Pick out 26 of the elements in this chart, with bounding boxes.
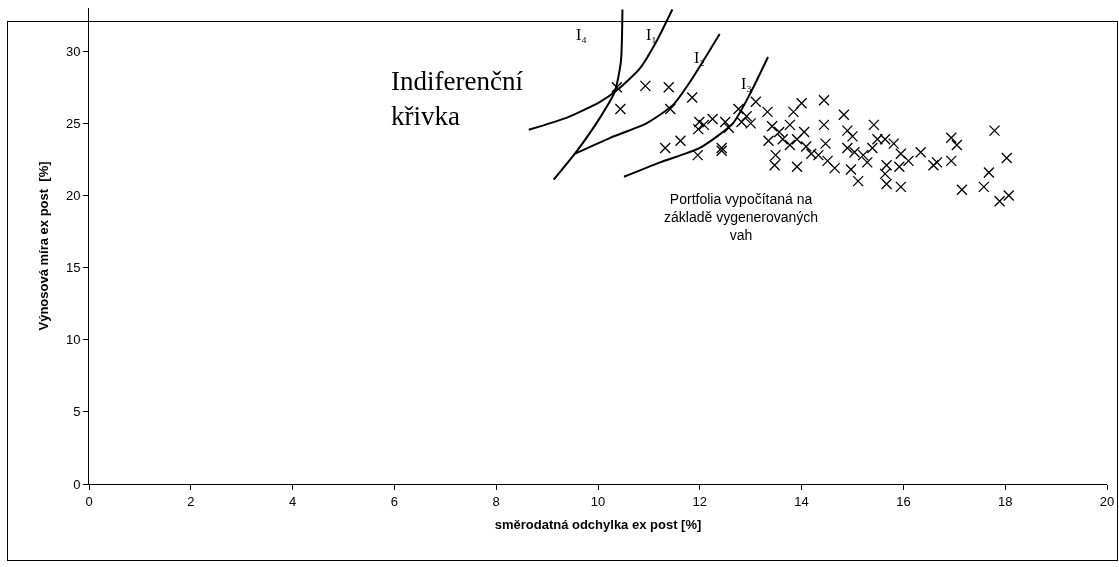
- x-tick-label: 16: [896, 493, 911, 509]
- x-tick-label: 4: [288, 493, 297, 509]
- y-tick-label: 10: [65, 332, 81, 348]
- annotation: Indiferenční křivka: [391, 66, 524, 132]
- y-axis-title: Výnosová míra ex post [%]: [35, 161, 51, 331]
- x-tick-label: 14: [794, 493, 809, 509]
- x-tick-label: 2: [187, 493, 195, 509]
- y-tick-label: 30: [65, 43, 81, 59]
- y-tick-label: 0: [73, 476, 81, 492]
- annotation: I₁: [646, 26, 657, 43]
- annotation: Portfolia vypočítaná na základě vygenerovaných vah: [664, 191, 819, 244]
- y-tick-label: 25: [65, 115, 81, 131]
- annotation: I₃: [741, 75, 752, 92]
- x-tick-label: 0: [85, 493, 93, 509]
- x-tick-label: 20: [1099, 493, 1115, 509]
- x-tick-label: 12: [692, 493, 708, 509]
- x-tick-label: 6: [390, 493, 399, 509]
- y-tick-label: 5: [73, 404, 81, 420]
- x-tick-label: 18: [997, 493, 1013, 509]
- annotation: I₄: [576, 26, 588, 43]
- y-tick-label: 20: [65, 188, 81, 204]
- annotation: I₂: [694, 49, 705, 66]
- x-tick-label: 8: [492, 493, 500, 509]
- x-axis-title: směrodatná odchylka ex post [%]: [494, 517, 702, 533]
- x-tick-label: 10: [590, 493, 606, 509]
- y-tick-label: 15: [65, 260, 81, 276]
